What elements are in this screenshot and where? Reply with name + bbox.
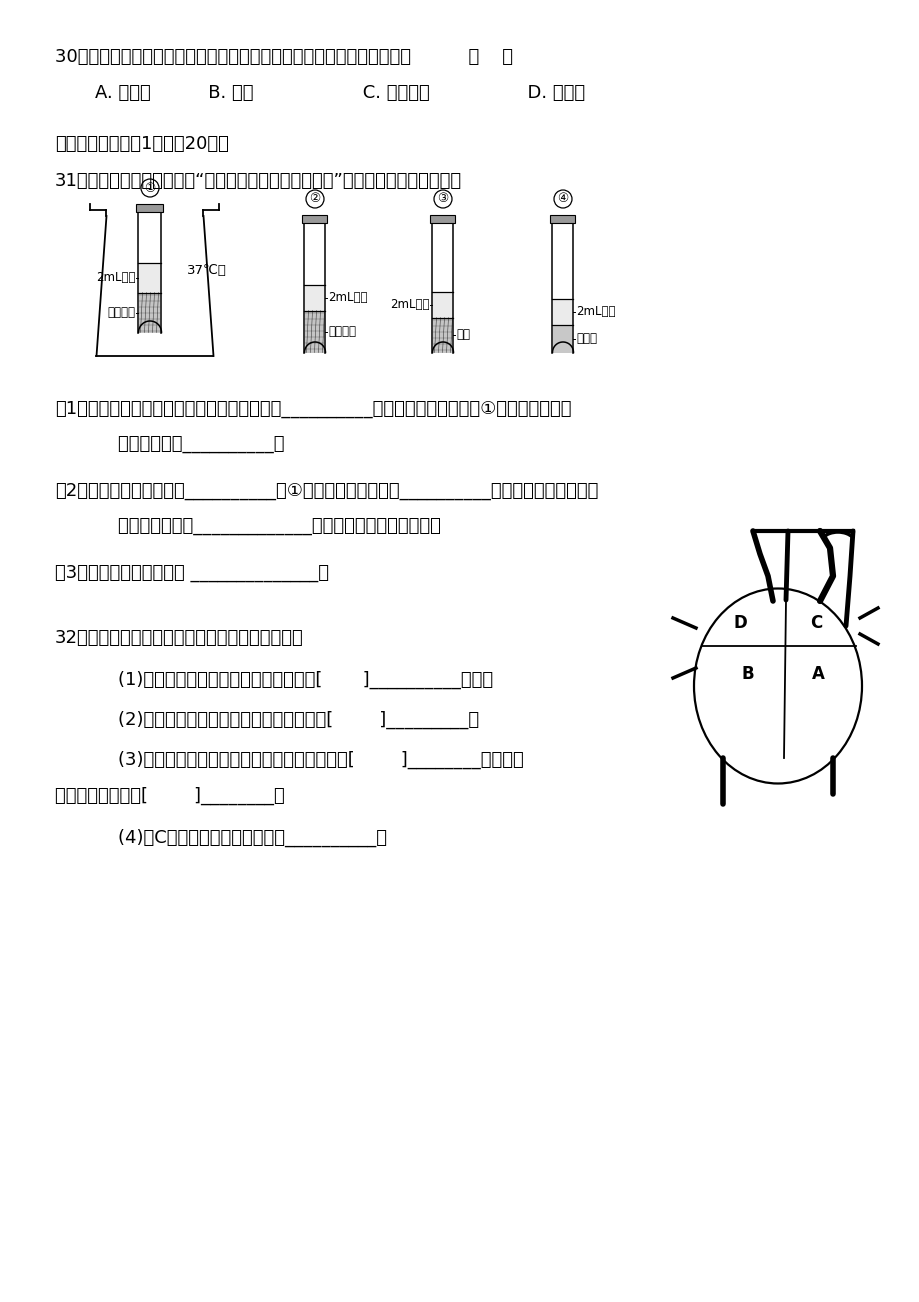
Bar	[140, 263, 160, 293]
Text: ④: ④	[557, 193, 568, 206]
Bar	[553, 324, 572, 353]
Text: A. 白细胞          B. 血钓                   C. 血红蛋白                 D. 血小板: A. 白细胞 B. 血钓 C. 血红蛋白 D. 血小板	[95, 85, 584, 102]
Bar	[302, 215, 327, 223]
Text: D: D	[732, 615, 746, 631]
Text: A: A	[811, 665, 823, 684]
Text: 最终到达的部位是[        ]________。: 最终到达的部位是[ ]________。	[55, 786, 285, 805]
Text: ②: ②	[309, 193, 321, 206]
Text: 馒头块: 馒头块	[576, 332, 596, 345]
Bar	[305, 285, 324, 310]
Text: C: C	[809, 615, 822, 631]
Bar	[430, 215, 455, 223]
Text: 实验的变量是__________。: 实验的变量是__________。	[95, 435, 284, 453]
Text: 2mL唠液: 2mL唠液	[390, 298, 429, 311]
Text: ③: ③	[437, 193, 448, 206]
Text: (2)在心脏的四个腔中，与肺静脉相连的是[        ]_________。: (2)在心脏的四个腔中，与肺静脉相连的是[ ]_________。	[95, 711, 479, 729]
Text: 30．与正常值相比，缺鐵性贫血患者血常规化验报告单上，明显减少的是          （    ）: 30．与正常值相比，缺鐵性贫血患者血常规化验报告单上，明显减少的是 （ ）	[55, 48, 513, 66]
Text: (3)在人体的血液循环中，肺循环的起始部位是[        ]________。体循环: (3)在人体的血液循环中，肺循环的起始部位是[ ]________。体循环	[95, 751, 523, 769]
Bar	[433, 292, 452, 318]
Text: （3）该实验得出的结论是 ______________。: （3）该实验得出的结论是 ______________。	[55, 564, 329, 582]
Bar	[305, 310, 324, 353]
Text: ①: ①	[144, 181, 155, 194]
Bar	[550, 215, 575, 223]
Text: 37℃水: 37℃水	[187, 263, 227, 276]
Text: 二、综合题（每空1分，共20分）: 二、综合题（每空1分，共20分）	[55, 135, 229, 154]
Text: 肉末: 肉末	[456, 328, 470, 341]
Text: B: B	[741, 665, 754, 684]
Text: 32．如图是人体心脏结构示意图，请据图回答问题: 32．如图是人体心脏结构示意图，请据图回答问题	[55, 629, 303, 647]
Text: (1)在心脏的四个腔中，心脏壁最厚的是[       ]__________的壁。: (1)在心脏的四个腔中，心脏壁最厚的是[ ]__________的壁。	[95, 671, 493, 689]
Bar	[140, 293, 160, 332]
Text: 因是唠液中含有_____________酶，它能促进淠粉的分解。: 因是唠液中含有_____________酶，它能促进淠粉的分解。	[95, 517, 440, 535]
Text: 2mL清水: 2mL清水	[576, 305, 616, 318]
Text: 2mL清水: 2mL清水	[328, 292, 368, 303]
Bar	[433, 318, 452, 353]
Text: 2mL唠液: 2mL唠液	[96, 271, 135, 284]
Text: 馒头碎屑: 馒头碎屑	[328, 326, 357, 339]
Text: 31．某生物兴趣小组为探究“食物在口腔内的化学性消化”，设计了如下实验装置：: 31．某生物兴趣小组为探究“食物在口腔内的化学性消化”，设计了如下实验装置：	[55, 172, 461, 190]
Text: (4)与C腔相连接的血管的名称是__________。: (4)与C腔相连接的血管的名称是__________。	[95, 829, 387, 848]
Bar	[553, 298, 572, 324]
Text: （2）水浴后向试管内滴加__________，①号试管的实验现象是__________（变蓝或不变蓝），原: （2）水浴后向试管内滴加__________，①号试管的实验现象是_______…	[55, 482, 597, 500]
Text: （1）若要探究唠液对淠粉的消化作用，应选择__________号试管置于烧杯中作为①号试管的对照，: （1）若要探究唠液对淠粉的消化作用，应选择__________号试管置于烧杯中作…	[55, 400, 571, 418]
Bar	[136, 204, 164, 212]
Text: 馒头碎屑: 馒头碎屑	[108, 306, 135, 319]
